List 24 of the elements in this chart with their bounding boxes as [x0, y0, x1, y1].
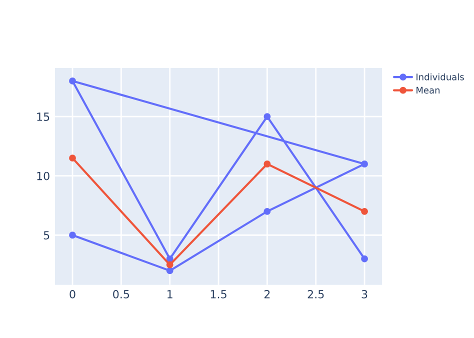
point — [361, 208, 368, 215]
x-tick-label: 1.5 — [210, 290, 226, 298]
point — [166, 255, 174, 262]
legend-label: Mean — [416, 86, 440, 94]
x-tick-label: 2 — [264, 290, 270, 298]
point — [264, 113, 271, 120]
x-tick-label: 0.5 — [113, 290, 130, 298]
y-tick-label: 5 — [44, 231, 50, 240]
point — [69, 154, 76, 162]
y-tick-label: 10 — [37, 172, 50, 180]
x-tick-label: 0 — [70, 290, 76, 298]
point — [361, 160, 368, 168]
x-tick-label: 2.5 — [308, 290, 324, 298]
point — [264, 208, 271, 215]
x-tick-label: 3 — [362, 290, 368, 298]
x-tick-label: 1 — [168, 290, 172, 298]
legend-label: Individuals — [416, 73, 464, 80]
point — [361, 255, 368, 262]
point — [69, 232, 76, 239]
y-tick-label: 15 — [37, 112, 50, 121]
point — [166, 261, 174, 268]
point — [166, 267, 174, 274]
point — [69, 78, 76, 84]
point — [264, 160, 271, 168]
